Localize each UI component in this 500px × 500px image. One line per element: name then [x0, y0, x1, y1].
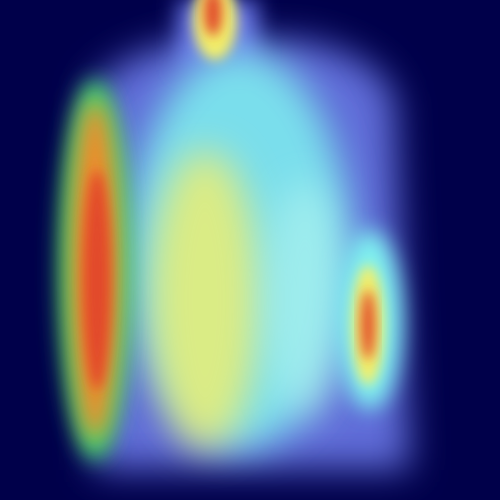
left-arm-hot: [83, 170, 111, 390]
neck-red-spot: [204, 0, 222, 36]
right-arm-hot: [361, 290, 375, 360]
torso-warm-zone: [150, 150, 260, 450]
torso-right-patch: [265, 180, 345, 420]
